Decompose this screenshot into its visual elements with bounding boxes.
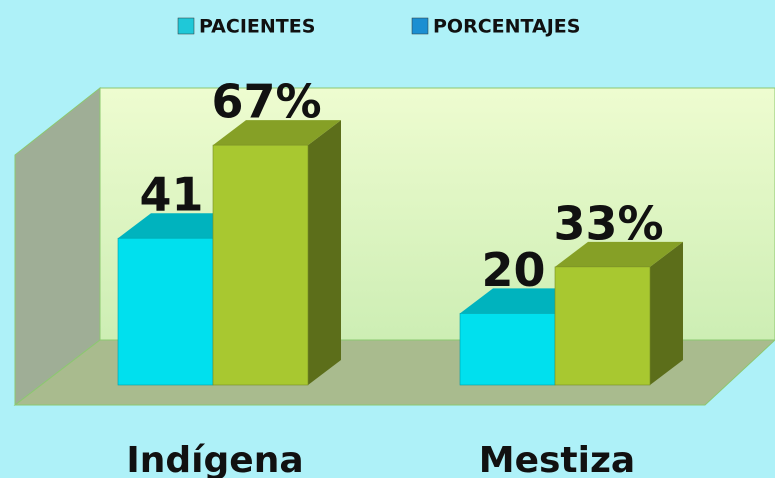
bar: [117, 237, 214, 386]
x-tick-label: Indígena: [126, 440, 303, 478]
bar-top: [213, 120, 341, 146]
bar: [459, 313, 556, 386]
bar: [212, 144, 309, 386]
data-label: 67%: [211, 75, 321, 129]
bar-top: [555, 241, 683, 267]
x-tick-label: Mestiza: [479, 440, 635, 478]
legend-label: PORCENTAJES: [433, 16, 580, 38]
legend-label: PACIENTES: [199, 16, 315, 38]
data-label: 41: [139, 168, 203, 222]
bar: [554, 266, 651, 386]
data-label: 20: [481, 243, 545, 297]
legend-marker: [177, 17, 195, 35]
bar-side: [650, 241, 683, 385]
data-label: 33%: [553, 196, 663, 250]
bar-side: [308, 120, 341, 385]
legend-marker: [411, 17, 429, 35]
